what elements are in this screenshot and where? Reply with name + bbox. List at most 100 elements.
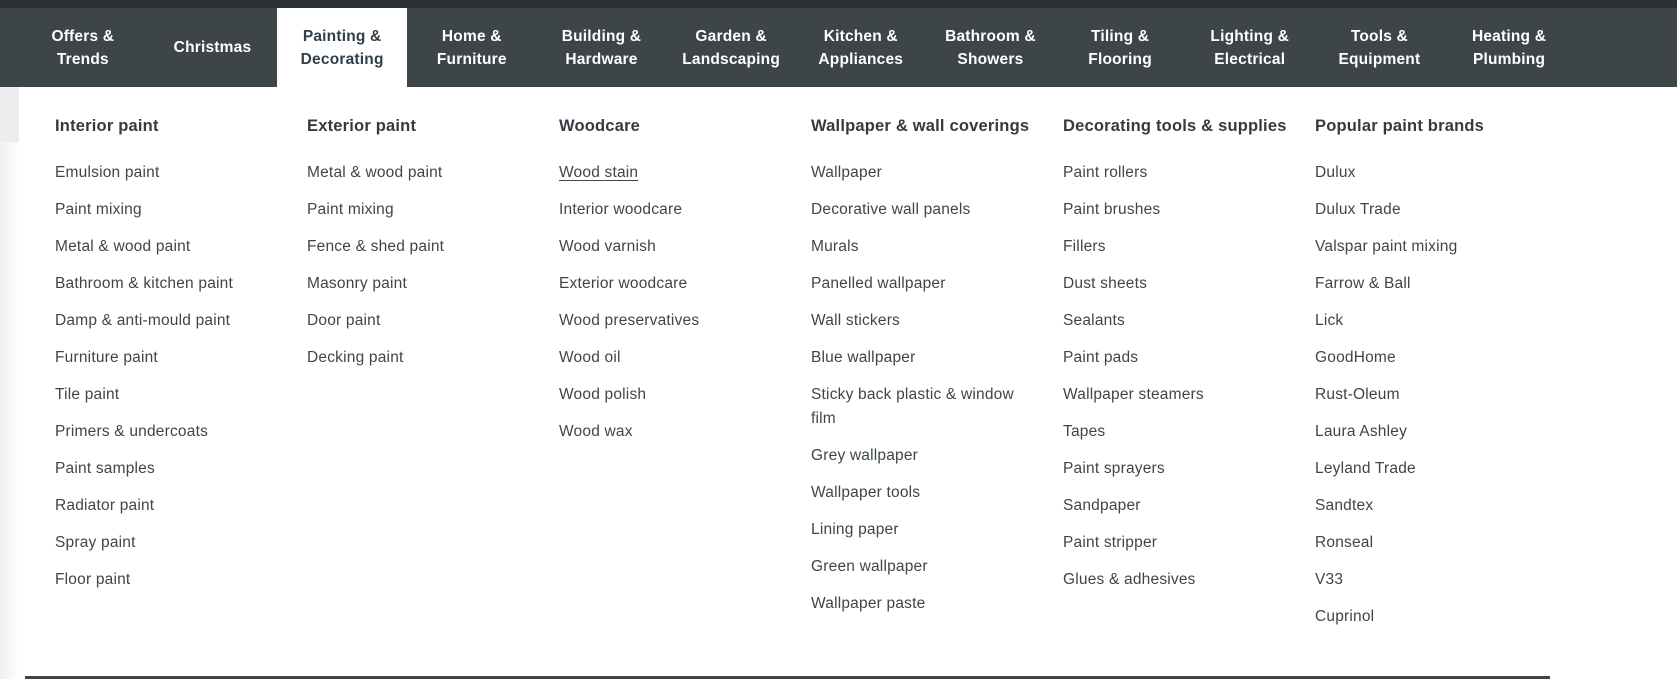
menu-link-goodhome[interactable]: GoodHome: [1315, 349, 1396, 366]
menu-link-grey-wallpaper[interactable]: Grey wallpaper: [811, 447, 919, 464]
nav-tab-kitchen-appliances[interactable]: Kitchen & Appliances: [796, 8, 926, 87]
menu-column-exterior-paint: Exterior paint Metal & wood paint Paint mi…: [307, 115, 559, 642]
menu-link-floor-paint[interactable]: Floor paint: [55, 571, 131, 588]
menu-link-dust-sheets[interactable]: Dust sheets: [1063, 275, 1148, 292]
nav-tab-painting-decorating[interactable]: Painting & Decorating: [277, 8, 407, 87]
menu-column-popular-paint-brands: Popular paint brands Dulux Dulux Trade Vals…: [1315, 115, 1567, 642]
menu-link-furniture-paint[interactable]: Furniture paint: [55, 349, 158, 366]
menu-link-metal-wood-paint[interactable]: Metal & wood paint: [55, 238, 191, 255]
menu-link-wallpaper-tools[interactable]: Wallpaper tools: [811, 484, 921, 501]
menu-link-paint-rollers[interactable]: Paint rollers: [1063, 164, 1148, 181]
menu-link-wallpaper[interactable]: Wallpaper: [811, 164, 883, 181]
mega-menu-panel: Interior paint Emulsion paint Paint mixing…: [19, 87, 1677, 679]
menu-link-paint-samples[interactable]: Paint samples: [55, 460, 155, 477]
nav-tab-lighting-electrical[interactable]: Lighting & Electrical: [1185, 8, 1315, 87]
menu-link-cuprinol[interactable]: Cuprinol: [1315, 608, 1375, 625]
menu-link-wood-preservatives[interactable]: Wood preservatives: [559, 312, 700, 329]
menu-link-tile-paint[interactable]: Tile paint: [55, 386, 120, 403]
menu-link-tapes[interactable]: Tapes: [1063, 423, 1106, 440]
menu-bottom-border: [25, 676, 1550, 679]
menu-link-wallpaper-paste[interactable]: Wallpaper paste: [811, 595, 926, 612]
menu-column-heading[interactable]: Decorating tools & supplies: [1063, 117, 1287, 135]
menu-link-fillers[interactable]: Fillers: [1063, 238, 1106, 255]
menu-link-leyland-trade[interactable]: Leyland Trade: [1315, 460, 1416, 477]
menu-column-heading[interactable]: Popular paint brands: [1315, 117, 1485, 135]
nav-tab-label: Garden & Landscaping: [682, 27, 780, 68]
nav-tab-label: Heating & Plumbing: [1471, 27, 1547, 68]
nav-tab-home-furniture[interactable]: Home & Furniture: [407, 8, 537, 87]
menu-link-sealants[interactable]: Sealants: [1063, 312, 1125, 329]
menu-link-paint-sprayers[interactable]: Paint sprayers: [1063, 460, 1165, 477]
menu-link-paint-pads[interactable]: Paint pads: [1063, 349, 1139, 366]
menu-link-wood-polish[interactable]: Wood polish: [559, 386, 647, 403]
menu-column-heading[interactable]: Wallpaper & wall coverings: [811, 117, 1030, 135]
menu-link-sandtex[interactable]: Sandtex: [1315, 497, 1374, 514]
menu-left-shadow: [0, 142, 19, 679]
menu-link-glues-adhesives[interactable]: Glues & adhesives: [1063, 571, 1196, 588]
menu-link-lick[interactable]: Lick: [1315, 312, 1344, 329]
menu-column-heading[interactable]: Exterior paint: [307, 117, 417, 135]
menu-link-murals[interactable]: Murals: [811, 238, 859, 255]
menu-link-exterior-woodcare[interactable]: Exterior woodcare: [559, 275, 688, 292]
menu-link-bathroom-kitchen-paint[interactable]: Bathroom & kitchen paint: [55, 275, 233, 292]
menu-link-rust-oleum[interactable]: Rust-Oleum: [1315, 386, 1400, 403]
menu-link-dulux[interactable]: Dulux: [1315, 164, 1356, 181]
nav-tab-label: Lighting & Electrical: [1210, 27, 1290, 68]
menu-link-wood-wax[interactable]: Wood wax: [559, 423, 633, 440]
menu-column-heading[interactable]: Woodcare: [559, 117, 641, 135]
menu-link-paint-stripper[interactable]: Paint stripper: [1063, 534, 1158, 551]
menu-link-primers-undercoats[interactable]: Primers & undercoats: [55, 423, 209, 440]
menu-link-wood-oil[interactable]: Wood oil: [559, 349, 621, 366]
top-edge-strip: [0, 0, 1677, 8]
menu-link-damp-anti-mould-paint[interactable]: Damp & anti-mould paint: [55, 312, 231, 329]
menu-link-wall-stickers[interactable]: Wall stickers: [811, 312, 901, 329]
menu-link-fence-shed-paint[interactable]: Fence & shed paint: [307, 238, 445, 255]
menu-link-emulsion-paint[interactable]: Emulsion paint: [55, 164, 160, 181]
nav-tab-christmas[interactable]: Christmas: [148, 8, 278, 87]
menu-link-valspar-paint-mixing[interactable]: Valspar paint mixing: [1315, 238, 1458, 255]
nav-tab-tools-equipment[interactable]: Tools & Equipment: [1315, 8, 1445, 87]
menu-link-radiator-paint[interactable]: Radiator paint: [55, 497, 155, 514]
menu-link-panelled-wallpaper[interactable]: Panelled wallpaper: [811, 275, 946, 292]
nav-tab-garden-landscaping[interactable]: Garden & Landscaping: [666, 8, 796, 87]
menu-link-metal-wood-paint[interactable]: Metal & wood paint: [307, 164, 443, 181]
nav-tab-label: Offers & Trends: [51, 27, 115, 68]
menu-link-lining-paper[interactable]: Lining paper: [811, 521, 899, 538]
menu-link-paint-mixing[interactable]: Paint mixing: [55, 201, 142, 218]
menu-column-wallpaper-wall-coverings: Wallpaper & wall coverings Wallpaper Decor…: [811, 115, 1063, 642]
menu-link-interior-woodcare[interactable]: Interior woodcare: [559, 201, 683, 218]
menu-link-blue-wallpaper[interactable]: Blue wallpaper: [811, 349, 916, 366]
category-navbar: Offers & Trends Christmas Painting & Decor…: [0, 8, 1677, 87]
menu-link-door-paint[interactable]: Door paint: [307, 312, 381, 329]
nav-tab-label: Tools & Equipment: [1338, 27, 1421, 68]
nav-tab-bathroom-showers[interactable]: Bathroom & Showers: [926, 8, 1056, 87]
menu-link-spray-paint[interactable]: Spray paint: [55, 534, 136, 551]
mega-menu-columns: Interior paint Emulsion paint Paint mixing…: [19, 87, 1677, 642]
nav-tabs-container: Offers & Trends Christmas Painting & Decor…: [18, 8, 1574, 87]
nav-tab-label: Kitchen & Appliances: [818, 27, 904, 68]
nav-tab-label: Tiling & Flooring: [1088, 27, 1152, 68]
menu-link-wood-varnish[interactable]: Wood varnish: [559, 238, 656, 255]
menu-link-paint-mixing[interactable]: Paint mixing: [307, 201, 394, 218]
menu-link-dulux-trade[interactable]: Dulux Trade: [1315, 201, 1401, 218]
menu-link-farrow-ball[interactable]: Farrow & Ball: [1315, 275, 1411, 292]
menu-link-wallpaper-steamers[interactable]: Wallpaper steamers: [1063, 386, 1204, 403]
menu-column-heading[interactable]: Interior paint: [55, 117, 159, 135]
nav-tab-offers-trends[interactable]: Offers & Trends: [18, 8, 148, 87]
menu-link-sandpaper[interactable]: Sandpaper: [1063, 497, 1141, 514]
menu-link-wood-stain[interactable]: Wood stain: [559, 164, 639, 181]
menu-link-laura-ashley[interactable]: Laura Ashley: [1315, 423, 1408, 440]
menu-column-interior-paint: Interior paint Emulsion paint Paint mixing…: [55, 115, 307, 642]
menu-link-ronseal[interactable]: Ronseal: [1315, 534, 1374, 551]
menu-link-decking-paint[interactable]: Decking paint: [307, 349, 404, 366]
menu-link-decorative-wall-panels[interactable]: Decorative wall panels: [811, 201, 971, 218]
nav-tab-building-hardware[interactable]: Building & Hardware: [537, 8, 667, 87]
nav-tab-label: Home & Furniture: [436, 27, 507, 68]
menu-link-sticky-back-plastic-window-film[interactable]: Sticky back plastic & window film: [811, 386, 1014, 427]
nav-tab-tiling-flooring[interactable]: Tiling & Flooring: [1055, 8, 1185, 87]
menu-link-v33[interactable]: V33: [1315, 571, 1344, 588]
menu-link-masonry-paint[interactable]: Masonry paint: [307, 275, 407, 292]
menu-link-green-wallpaper[interactable]: Green wallpaper: [811, 558, 928, 575]
nav-tab-heating-plumbing[interactable]: Heating & Plumbing: [1444, 8, 1574, 87]
menu-link-paint-brushes[interactable]: Paint brushes: [1063, 201, 1161, 218]
